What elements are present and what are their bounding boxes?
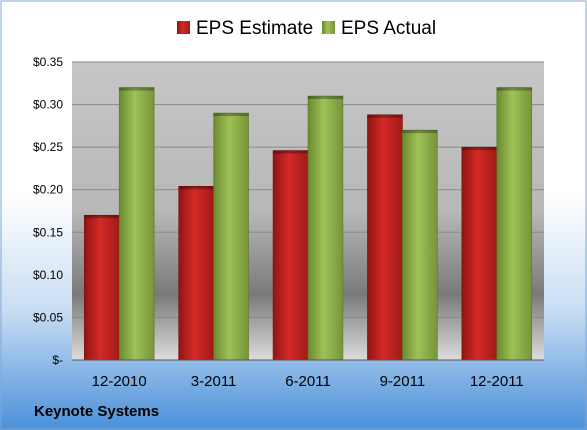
x-tick-label: 9-2011 [380, 373, 426, 390]
legend-swatch-estimate [177, 21, 190, 34]
y-tick-label: $- [52, 353, 63, 367]
bar-top-shade [119, 87, 155, 91]
bar-top-shade [84, 215, 120, 219]
bar-estimate-12-2010 [83, 214, 120, 361]
bar-top-shade [213, 113, 249, 117]
bars [83, 87, 533, 361]
y-tick-label: $0.10 [33, 268, 63, 282]
bar-top-shade [273, 150, 308, 154]
legend-label-estimate: EPS Estimate [196, 18, 313, 39]
x-tick-label: 12-2011 [470, 373, 524, 390]
bar-top-shade [308, 96, 343, 100]
bar-estimate-12-2011 [461, 146, 498, 361]
y-tick-label: $0.35 [33, 55, 63, 69]
bar-top-shade [496, 87, 532, 91]
bar-actual-12-2011 [496, 87, 533, 361]
bar-actual-3-2011 [213, 112, 249, 361]
bar-actual-9-2011 [402, 129, 438, 361]
x-tick-label: 12-2010 [92, 373, 147, 390]
bar-top-shade [402, 130, 438, 134]
bar-top-shade [178, 186, 214, 190]
x-axis-tick-labels: 12-2010 3-2011 6-2011 9-2011 12-2011 [92, 373, 524, 390]
bar-top-shade [367, 114, 403, 118]
legend-label-actual: EPS Actual [341, 18, 436, 39]
bar-actual-12-2010 [118, 87, 155, 361]
y-tick-label: $0.30 [33, 98, 63, 112]
bar-actual-6-2011 [307, 95, 344, 361]
x-tick-label: 3-2011 [191, 373, 237, 390]
bar-estimate-3-2011 [178, 186, 214, 361]
y-tick-label: $0.15 [33, 225, 63, 239]
y-tick-label: $0.20 [33, 183, 63, 197]
y-tick-label: $0.25 [33, 140, 63, 154]
bar-estimate-9-2011 [367, 114, 403, 361]
y-tick-label: $0.05 [33, 310, 63, 324]
legend: EPS Estimate EPS Actual [177, 18, 436, 39]
bar-estimate-6-2011 [272, 150, 309, 361]
bar-top-shade [461, 147, 497, 151]
company-name: Keynote Systems [34, 403, 159, 420]
y-axis-tick-labels: $- $0.05 $0.10 $0.15 $0.20 $0.25 $0.30 $0.35 [33, 55, 63, 367]
legend-swatch-actual [322, 21, 335, 34]
x-tick-label: 6-2011 [285, 373, 331, 390]
